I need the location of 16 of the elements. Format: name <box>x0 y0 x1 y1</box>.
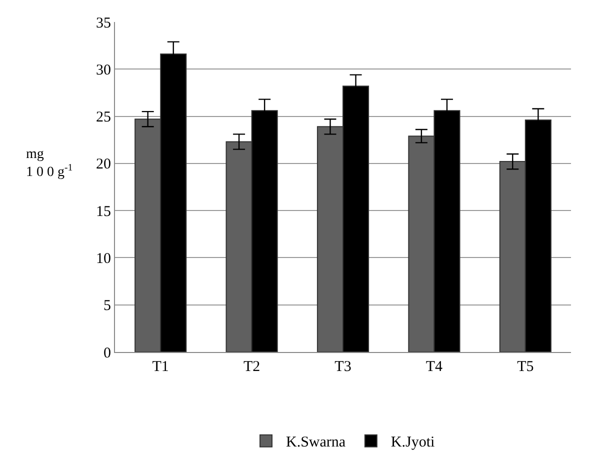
legend-label: K.Swarna <box>286 434 346 451</box>
y-tick-label: 20 <box>96 156 111 173</box>
x-tick-label: T5 <box>517 359 534 375</box>
x-tick-label: T4 <box>426 359 444 375</box>
x-tick-label: T1 <box>152 359 169 375</box>
y-tick-label: 0 <box>104 345 111 362</box>
x-tick-label: T2 <box>243 359 260 375</box>
y-tick-label: 15 <box>96 204 111 220</box>
y-tick-label: 35 <box>96 15 111 32</box>
y-tick-label: 25 <box>96 110 111 126</box>
x-tick-label: T3 <box>334 359 352 375</box>
y-tick-label: 10 <box>96 250 111 267</box>
y-axis-title: mg 1 0 0 g$^{-1}$ <box>26 147 73 180</box>
y-tick-label: 5 <box>104 298 111 314</box>
legend-label: K.Jyoti <box>390 434 435 451</box>
y-tick-label: 30 <box>96 62 111 78</box>
